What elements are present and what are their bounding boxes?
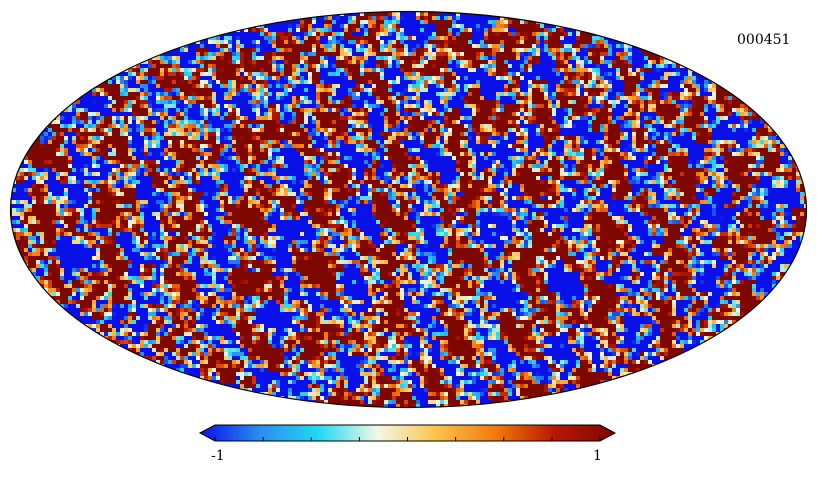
map-pattern-layer <box>636 124 640 128</box>
map-pattern-layer <box>396 32 400 36</box>
map-pattern-layer <box>736 220 740 224</box>
map-pattern-layer <box>460 52 464 56</box>
map-pattern-layer <box>680 116 684 120</box>
map-pattern-layer <box>4 200 8 204</box>
map-pattern-layer <box>712 96 716 100</box>
map-pattern-layer <box>168 144 172 148</box>
map-pattern-layer <box>784 232 788 236</box>
map-pattern-layer <box>348 328 352 332</box>
map-id-label: 000451 <box>737 32 791 48</box>
map-pattern-layer <box>132 100 136 104</box>
map-pattern-layer <box>268 112 272 116</box>
map-pattern-layer <box>556 256 560 260</box>
map-pattern-layer <box>392 12 396 16</box>
map-pattern-layer <box>612 216 616 220</box>
map-pattern-layer <box>44 280 48 284</box>
map-pattern-layer <box>776 220 780 224</box>
map-pattern-layer <box>468 280 472 284</box>
map-pattern-layer <box>540 260 544 264</box>
map-pattern-layer <box>516 84 520 88</box>
map-pattern-layer <box>332 128 336 132</box>
map-pattern-layer <box>728 304 732 308</box>
map-pattern-layer <box>616 180 620 184</box>
map-pattern-layer <box>556 84 560 88</box>
colorbar-min-label: -1 <box>211 448 225 464</box>
map-pattern-layer <box>704 116 708 120</box>
colorbar-max-label: 1 <box>593 448 602 464</box>
map-pattern-layer <box>712 124 716 128</box>
map-pattern-layer <box>10 11 807 408</box>
map-pattern-layer <box>208 56 212 60</box>
map-pattern-layer <box>288 268 292 272</box>
map-pattern-layer <box>504 68 508 72</box>
map-pattern-layer <box>580 80 584 84</box>
colorbar <box>198 424 617 442</box>
map-pattern-layer <box>648 344 652 348</box>
map-pattern-layer <box>356 92 360 96</box>
map-pattern-layer <box>588 84 592 88</box>
map-pattern-layer <box>716 320 720 324</box>
map-pattern-layer <box>388 184 392 188</box>
map-pattern-layer <box>480 124 484 128</box>
map-pattern-layer <box>640 144 644 148</box>
map-pattern-layer <box>760 260 764 264</box>
map-pattern-layer <box>664 168 668 172</box>
map-pattern-layer <box>156 56 160 60</box>
map-pattern-layer <box>368 348 372 352</box>
map-pattern-layer <box>452 200 456 204</box>
map-data-pattern <box>4 11 807 408</box>
map-pattern-layer <box>276 276 280 280</box>
map-pattern-layer <box>408 316 412 320</box>
map-pattern-layer <box>384 384 388 388</box>
map-pattern-layer <box>480 392 484 396</box>
map-pattern-layer <box>332 16 336 20</box>
map-pattern-layer <box>268 244 272 248</box>
map-pattern-layer <box>80 136 84 140</box>
map-pattern-layer <box>120 108 124 112</box>
map-pattern-layer <box>384 300 388 304</box>
map-pattern-layer <box>428 204 432 208</box>
map-pattern-layer <box>296 68 300 72</box>
map-pattern-layer <box>172 304 176 308</box>
map-pattern-layer <box>376 316 380 320</box>
map-pattern-layer <box>592 72 596 76</box>
map-pattern-layer <box>748 240 752 244</box>
map-pattern-layer <box>232 360 236 364</box>
map-pattern-layer <box>420 112 424 116</box>
map-pattern-layer <box>400 268 404 272</box>
map-outline <box>9 10 808 409</box>
map-pattern-layer <box>412 232 416 236</box>
map-pattern-layer <box>748 272 752 276</box>
colorbar-ticks <box>214 437 601 441</box>
map-pattern-layer <box>344 68 348 72</box>
map-pattern-layer <box>228 48 232 52</box>
map-pattern-layer <box>484 268 488 272</box>
map-pattern-layer <box>416 312 420 316</box>
map-pattern-layer <box>204 56 208 60</box>
map-pattern-layer <box>180 208 184 212</box>
